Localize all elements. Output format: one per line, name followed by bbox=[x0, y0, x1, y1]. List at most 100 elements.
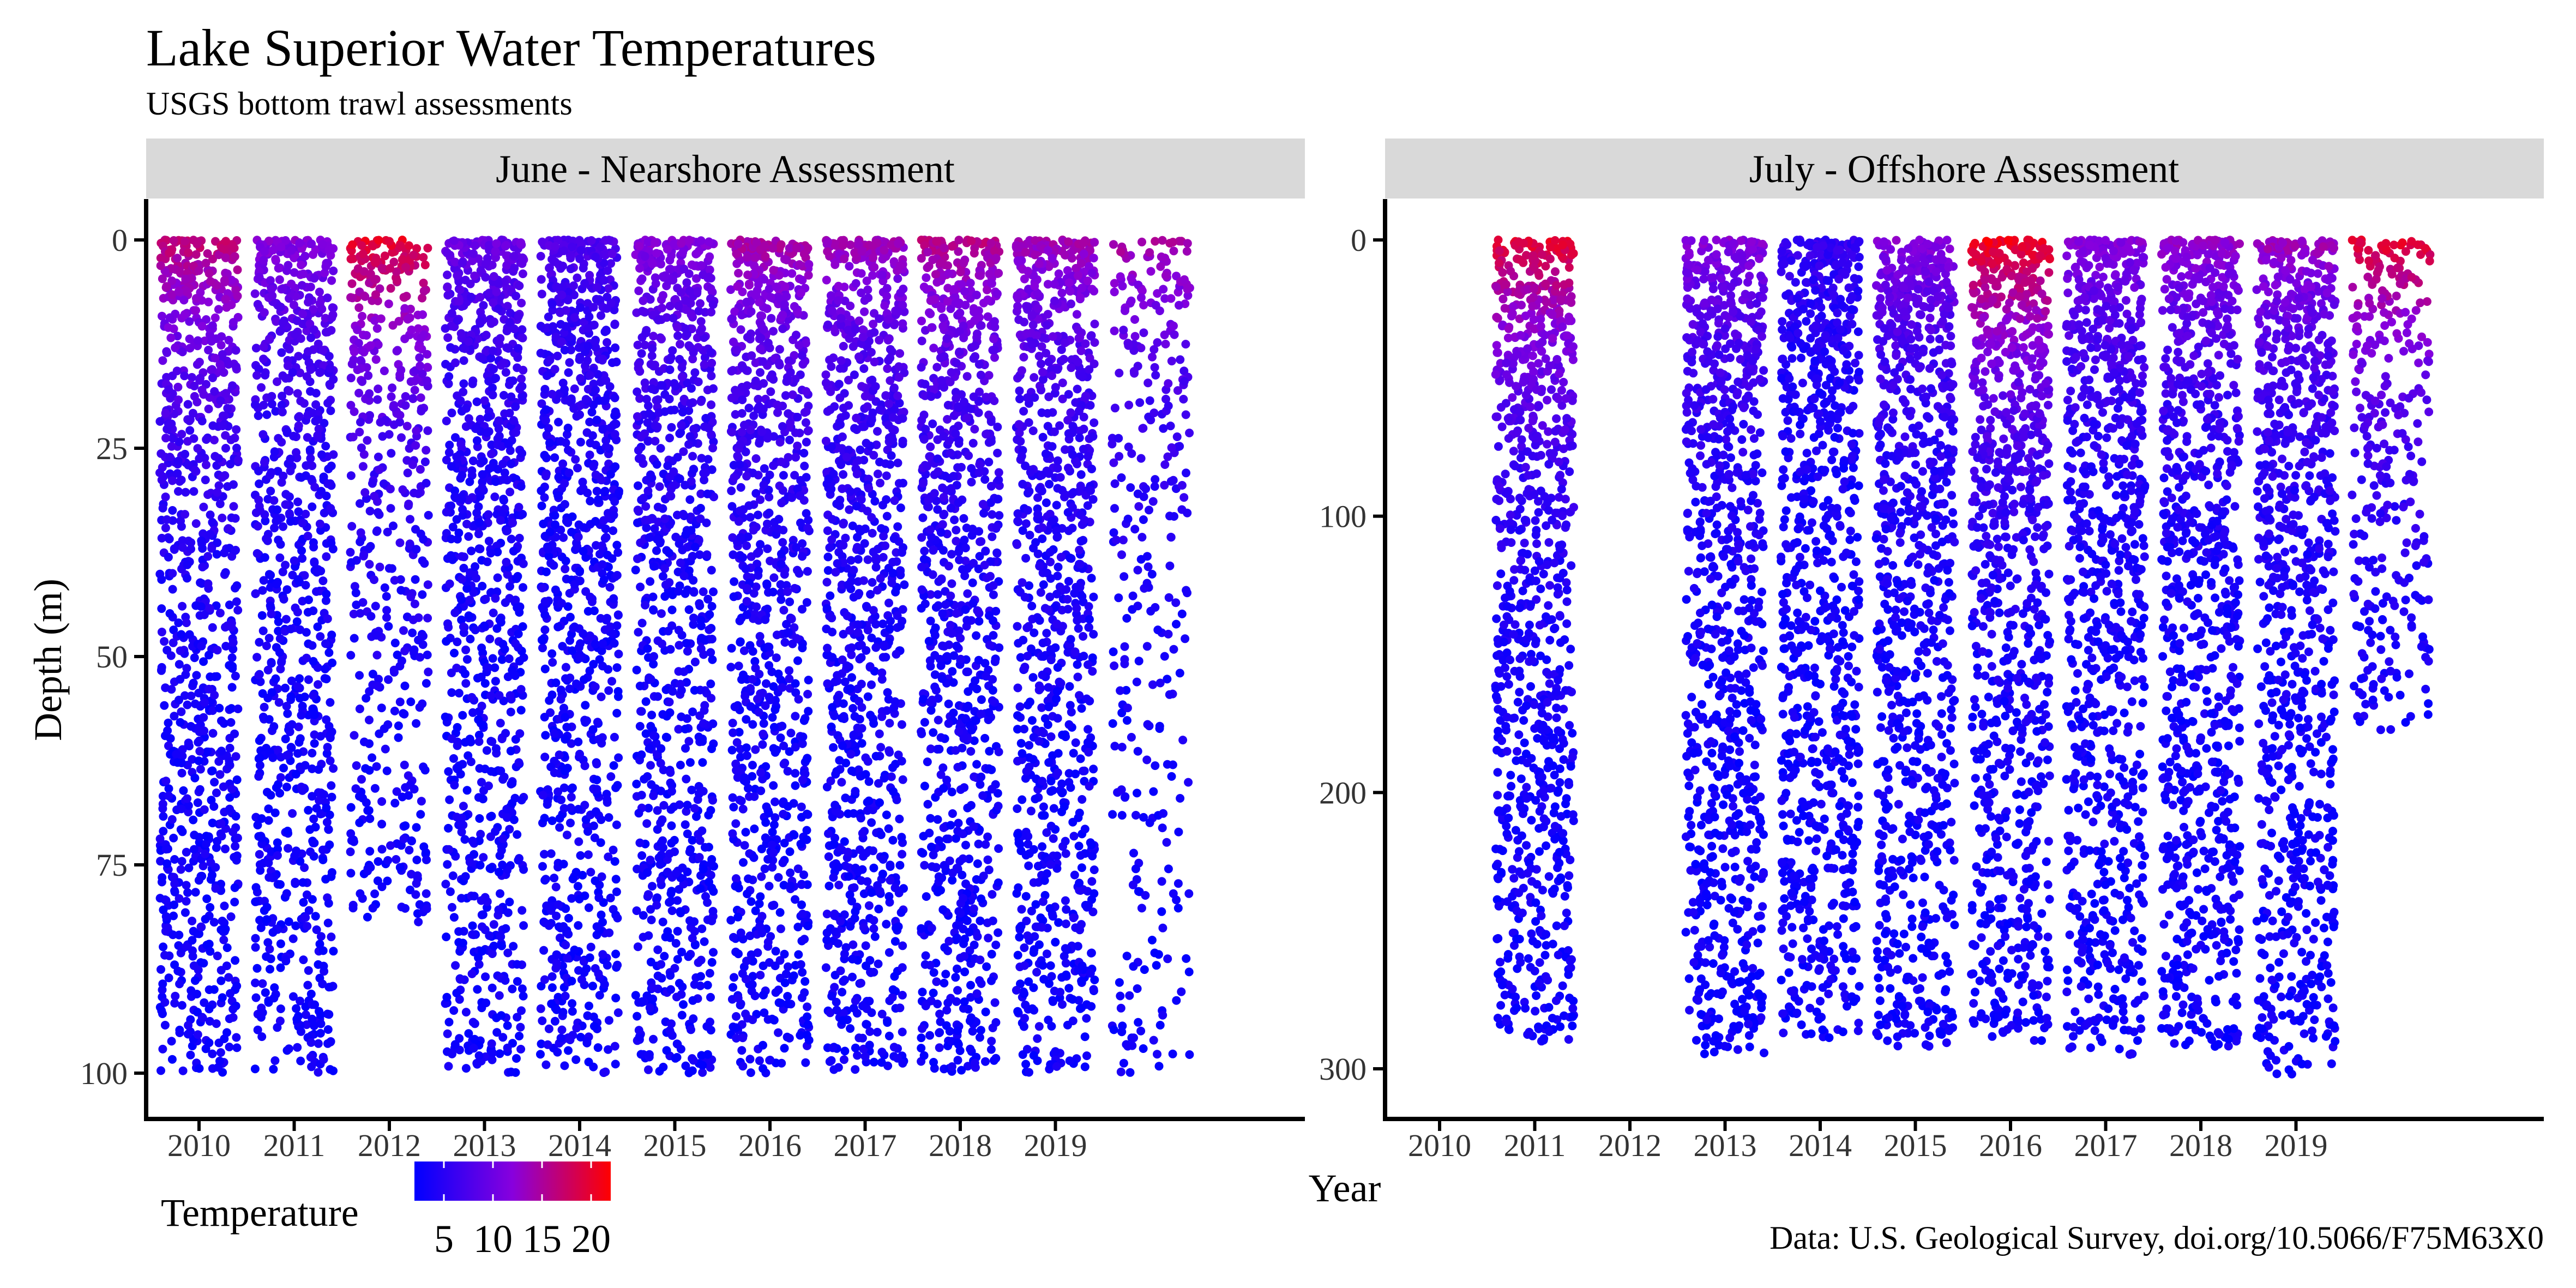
data-point bbox=[544, 312, 553, 322]
data-point bbox=[186, 691, 196, 701]
data-point bbox=[255, 753, 264, 762]
data-point bbox=[209, 436, 219, 444]
data-point bbox=[210, 690, 219, 700]
data-point bbox=[412, 719, 421, 728]
data-point bbox=[681, 480, 690, 490]
data-point bbox=[200, 998, 209, 1007]
data-point bbox=[574, 532, 583, 541]
data-point bbox=[281, 955, 290, 964]
data-point bbox=[580, 761, 589, 771]
data-point bbox=[194, 266, 203, 275]
data-point bbox=[494, 424, 503, 434]
data-point bbox=[510, 324, 519, 334]
data-point bbox=[308, 1014, 317, 1024]
data-point bbox=[321, 639, 330, 648]
data-point bbox=[384, 675, 393, 684]
data-point bbox=[476, 860, 485, 870]
data-point bbox=[268, 928, 278, 937]
data-point bbox=[168, 585, 177, 594]
data-point bbox=[348, 240, 357, 249]
data-point bbox=[412, 856, 422, 864]
data-point bbox=[658, 639, 666, 648]
data-point bbox=[708, 796, 717, 805]
data-point bbox=[592, 775, 601, 785]
data-point bbox=[216, 966, 226, 975]
data-point bbox=[643, 486, 653, 496]
data-point bbox=[188, 755, 197, 764]
data-point bbox=[368, 904, 377, 913]
data-point bbox=[358, 894, 367, 903]
data-point bbox=[199, 502, 208, 511]
data-point bbox=[450, 780, 459, 790]
data-point bbox=[320, 790, 328, 799]
data-point bbox=[359, 291, 369, 300]
data-point bbox=[160, 998, 170, 1007]
data-point bbox=[357, 775, 366, 784]
data-point bbox=[296, 396, 305, 406]
data-point bbox=[322, 749, 332, 758]
data-point bbox=[157, 663, 166, 672]
data-point bbox=[165, 609, 174, 618]
data-point bbox=[190, 773, 200, 783]
data-point bbox=[167, 1037, 176, 1046]
data-point bbox=[504, 654, 514, 663]
data-point bbox=[487, 737, 497, 747]
data-point bbox=[218, 993, 227, 1002]
data-point bbox=[174, 695, 183, 705]
data-point bbox=[699, 719, 708, 728]
data-point bbox=[324, 824, 333, 834]
data-point bbox=[178, 601, 187, 611]
data-point bbox=[591, 517, 600, 526]
data-point bbox=[346, 293, 355, 302]
data-point bbox=[632, 779, 641, 789]
data-point bbox=[634, 481, 642, 490]
data-point bbox=[306, 989, 316, 998]
data-point bbox=[378, 432, 387, 441]
data-point bbox=[479, 721, 488, 730]
data-point bbox=[371, 631, 381, 640]
data-point bbox=[547, 299, 557, 309]
data-point bbox=[449, 913, 459, 922]
data-point bbox=[313, 415, 322, 424]
data-point bbox=[444, 767, 453, 776]
data-point bbox=[400, 681, 410, 690]
data-point bbox=[194, 965, 203, 974]
data-point bbox=[315, 287, 324, 297]
data-point bbox=[404, 499, 413, 509]
data-point bbox=[208, 321, 217, 330]
data-point bbox=[276, 939, 285, 948]
data-point bbox=[494, 868, 503, 877]
data-point bbox=[631, 565, 640, 575]
data-point bbox=[189, 487, 198, 496]
data-point bbox=[161, 777, 171, 786]
data-point bbox=[304, 298, 313, 307]
data-point bbox=[218, 243, 227, 252]
data-point bbox=[697, 924, 707, 934]
data-point bbox=[230, 853, 239, 862]
data-point bbox=[232, 597, 241, 606]
data-point bbox=[276, 880, 285, 889]
data-point bbox=[195, 454, 204, 464]
data-point bbox=[667, 839, 676, 848]
data-point bbox=[161, 434, 171, 443]
data-point bbox=[318, 855, 328, 864]
data-point bbox=[264, 873, 274, 882]
data-point bbox=[662, 1046, 671, 1055]
data-point bbox=[594, 295, 604, 304]
data-point bbox=[540, 450, 549, 460]
data-point bbox=[225, 804, 234, 814]
data-point bbox=[514, 758, 523, 767]
data-point bbox=[200, 805, 209, 814]
data-point bbox=[467, 969, 477, 978]
data-point bbox=[597, 541, 606, 550]
data-point bbox=[589, 1022, 599, 1031]
data-point bbox=[497, 1011, 506, 1020]
data-point bbox=[195, 376, 204, 385]
data-point bbox=[165, 453, 174, 462]
data-point bbox=[681, 820, 690, 829]
data-point bbox=[195, 1064, 204, 1073]
data-point bbox=[612, 571, 622, 580]
data-point bbox=[696, 397, 706, 406]
data-point bbox=[358, 377, 367, 386]
data-point bbox=[404, 241, 413, 250]
